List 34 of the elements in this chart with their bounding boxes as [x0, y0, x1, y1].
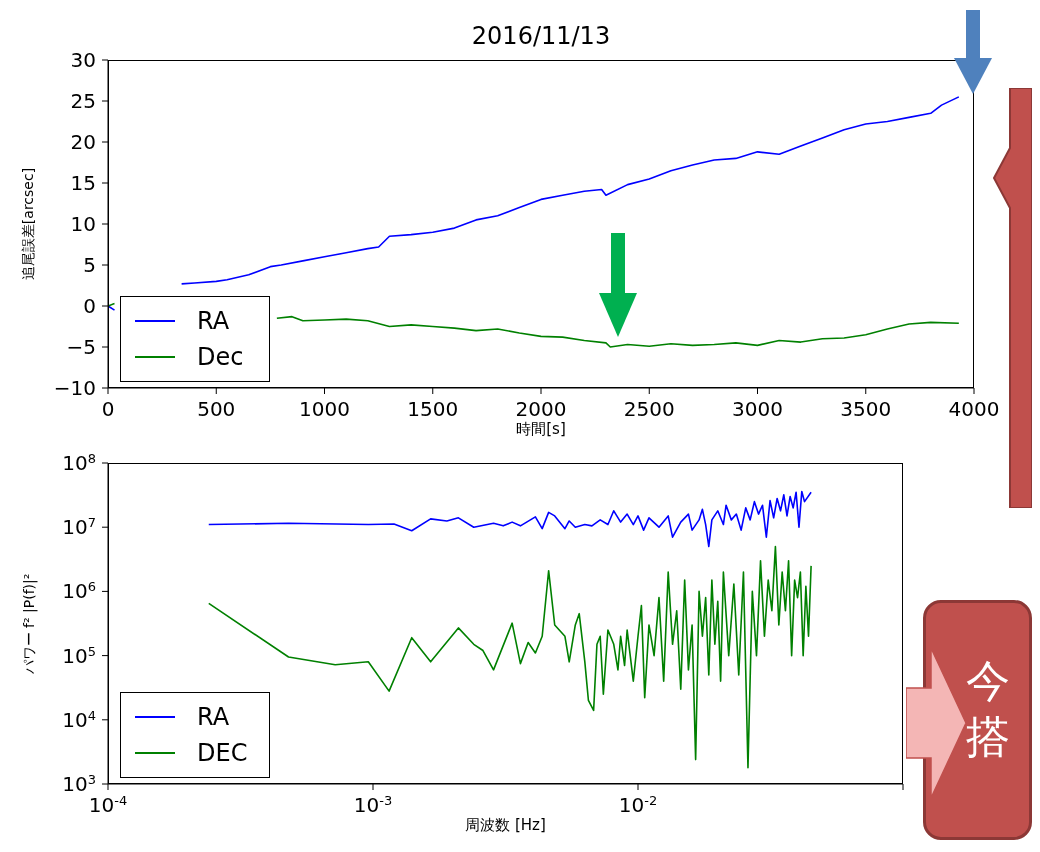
x-tick-label: 4000 [948, 397, 1000, 421]
legend-label: Dec [197, 343, 244, 371]
x-axis-title: 時間[s] [515, 420, 567, 439]
y-tick-label: −5 [66, 335, 96, 359]
x-tick-label: 10$^{-3}$ [353, 792, 393, 817]
legend-label: RA [197, 703, 230, 731]
chart-title: 2016/11/13 [470, 22, 612, 50]
x-tick-label: 0 [101, 397, 115, 421]
y-tick-label: 10 [70, 212, 96, 236]
x-tick-label: 1500 [407, 397, 459, 421]
y-axis-title: 追尾誤差[arcsec] [20, 166, 37, 283]
x-tick-label: 3000 [732, 397, 783, 421]
x-tick-label: 500 [197, 397, 236, 421]
y-tick-label: 10$^{8}$ [62, 450, 96, 475]
y-axis-title: パワー f² |P(f)|² [20, 572, 39, 676]
y-tick-label: 25 [70, 89, 96, 113]
y-tick-label: 10$^{5}$ [62, 643, 96, 668]
y-tick-label: 0 [83, 294, 96, 318]
x-tick-label: 3500 [840, 397, 892, 421]
x-tick-label: 10$^{-2}$ [618, 792, 658, 817]
legend-label: RA [197, 307, 230, 335]
legend-label: DEC [197, 739, 248, 767]
y-tick-label: −10 [53, 376, 96, 400]
x-tick-label: 2500 [623, 397, 675, 421]
y-tick-label: 5 [83, 253, 96, 277]
y-tick-label: 30 [70, 48, 96, 72]
y-tick-label: 15 [70, 171, 96, 195]
y-tick-label: 10$^{4}$ [62, 707, 96, 732]
x-tick-label: 1000 [299, 397, 350, 421]
x-tick-label: 2000 [515, 397, 567, 421]
y-tick-label: 10$^{6}$ [62, 578, 96, 604]
x-axis-title: 周波数 [Hz] [464, 816, 547, 835]
y-tick-label: 20 [70, 130, 96, 154]
y-tick-label: 10$^{7}$ [62, 514, 96, 540]
